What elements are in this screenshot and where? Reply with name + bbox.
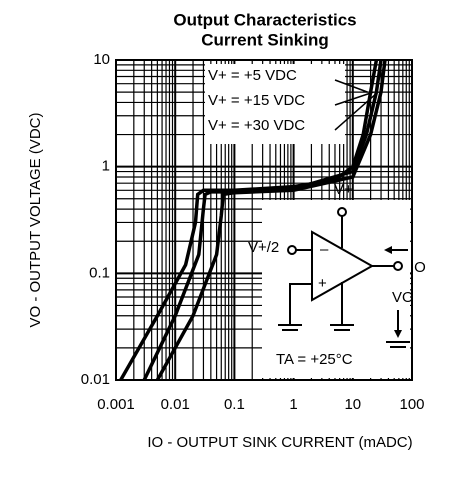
x-tick-label: 0.001 xyxy=(97,396,135,413)
legend-label: V+ = +15 VDC xyxy=(208,92,305,109)
chart-title: Output Characteristics xyxy=(173,10,356,29)
annotation: TA = +25°C xyxy=(276,351,353,368)
y-tick-label: 1 xyxy=(102,158,110,175)
plus-sign: + xyxy=(318,275,327,292)
y-tick-label: 0.01 xyxy=(81,371,110,388)
minus-sign: – xyxy=(320,241,329,258)
arrowhead xyxy=(394,330,402,338)
x-tick-label: 0.01 xyxy=(161,396,190,413)
series-line xyxy=(155,59,387,381)
wire xyxy=(289,283,312,325)
legend-leader xyxy=(334,91,374,106)
terminal xyxy=(287,245,297,255)
annotation: IO xyxy=(410,259,426,276)
series-line xyxy=(142,59,383,381)
chart-subtitle: Current Sinking xyxy=(201,30,329,49)
x-tick-label: 100 xyxy=(399,396,424,413)
schematic-background xyxy=(262,200,410,378)
x-tick-label: 1 xyxy=(289,396,297,413)
x-axis-label: IO - OUTPUT SINK CURRENT (mADC) xyxy=(147,434,412,451)
y-tick-label: 0.1 xyxy=(89,264,110,281)
legend-leader xyxy=(334,91,379,131)
legend-label: V+ = +30 VDC xyxy=(208,117,305,134)
y-axis-label: VO - OUTPUT VOLTAGE (VDC) xyxy=(27,112,44,327)
annotation: VO xyxy=(392,289,414,306)
schematic: – + V+ V+/2 IO VO TA = +25°C xyxy=(248,181,426,378)
terminal xyxy=(393,261,403,271)
x-tick-label: 0.1 xyxy=(224,396,245,413)
annotation: V+ xyxy=(334,181,353,198)
legend-background xyxy=(205,64,345,144)
plot-frame xyxy=(115,59,413,381)
annotation: V+/2 xyxy=(248,239,279,256)
x-tick-label: 10 xyxy=(344,396,361,413)
y-tick-label: 10 xyxy=(93,51,110,68)
terminal xyxy=(337,207,347,217)
legend-leader xyxy=(334,79,368,93)
legend-label: V+ = +5 VDC xyxy=(208,67,297,84)
arrowhead xyxy=(384,246,392,254)
